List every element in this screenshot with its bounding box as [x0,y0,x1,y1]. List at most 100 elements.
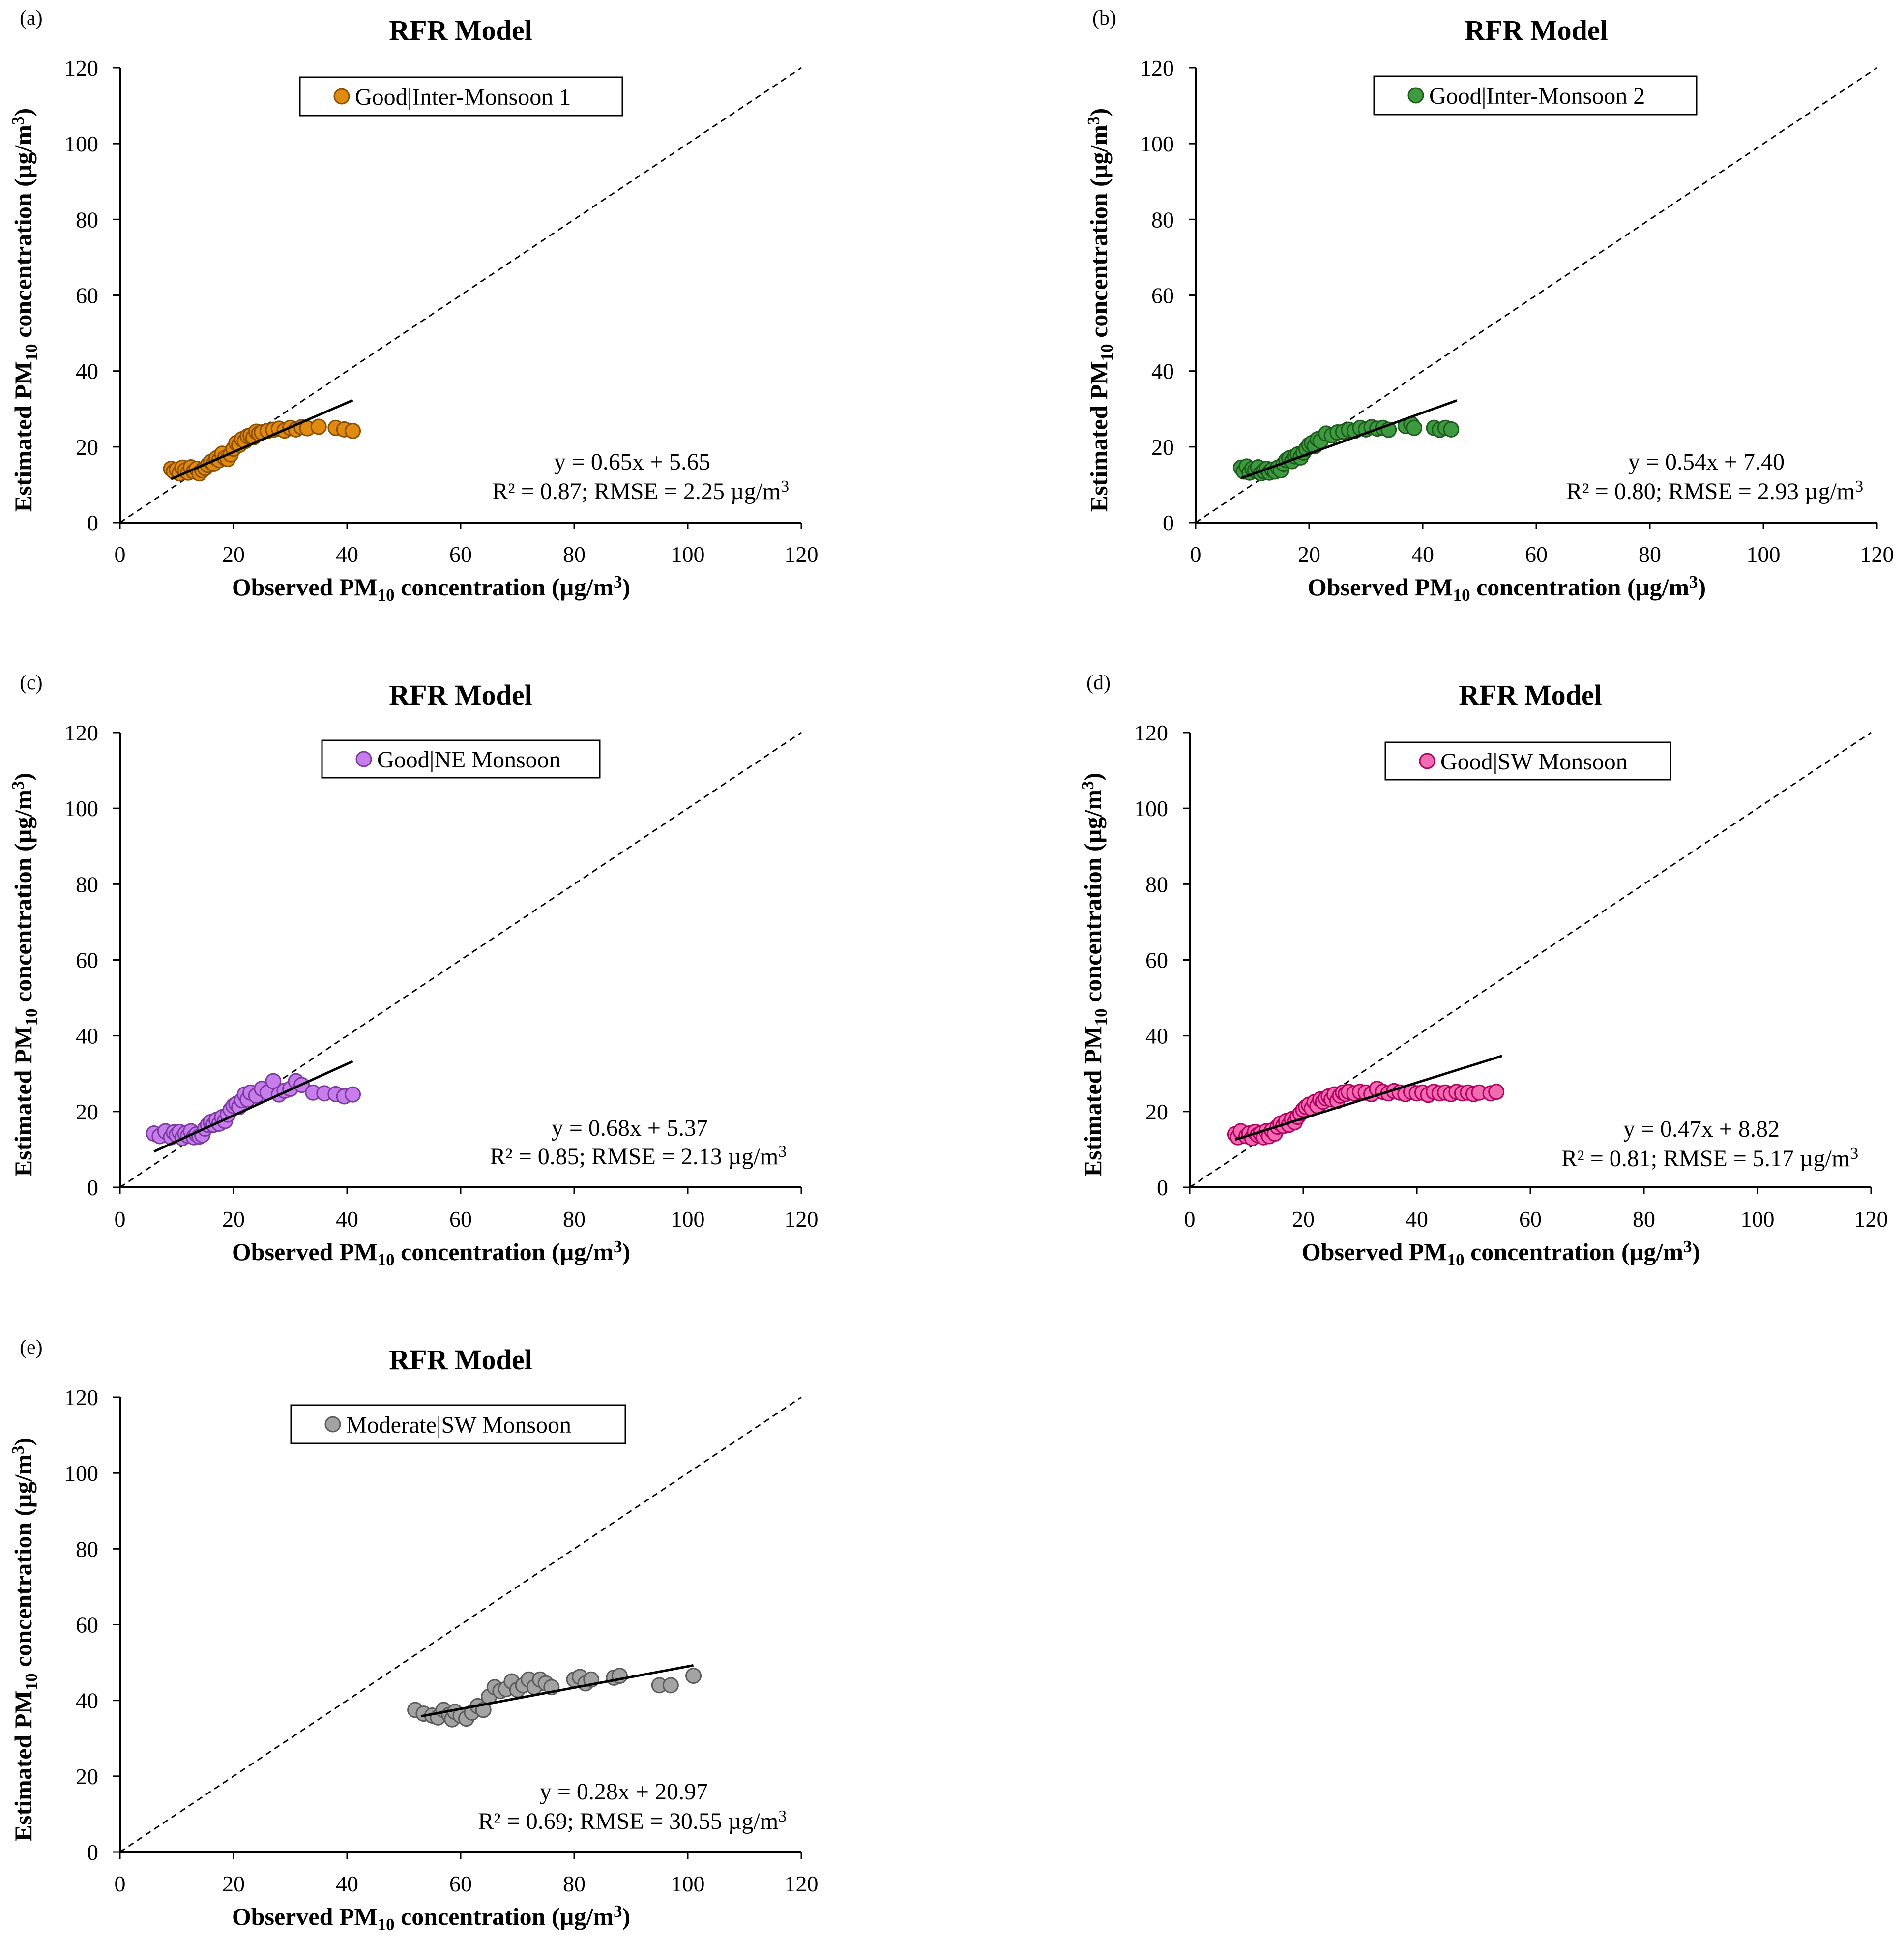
x-axis-label-part: ) [622,573,631,601]
x-tick-label: 100 [671,1871,705,1896]
y-tick-label: 120 [1134,720,1168,745]
y-tick-label: 40 [76,1024,98,1049]
data-point [310,418,327,435]
x-axis-label-superscript: 3 [614,1237,622,1256]
x-axis-label: Observed PM10 concentration (µg/m3) [1308,572,1706,604]
x-tick-label: 120 [785,1871,819,1896]
x-tick-label: 40 [1411,542,1434,567]
x-tick-label: 60 [449,1871,472,1896]
trendline [420,1664,694,1718]
fit-statistics-part: R² = 0.87; RMSE = 2.25 µg/m [492,478,781,504]
y-axis-label-superscript: 3 [8,781,28,790]
legend: Good|Inter-Monsoon 2 [1373,75,1698,116]
y-tick-label: 20 [76,1099,98,1124]
x-tick-label: 100 [1741,1206,1775,1232]
legend-label: Good|Inter-Monsoon 1 [355,84,571,110]
data-point [1406,419,1423,436]
data-point [1443,421,1460,438]
x-axis-label-superscript: 3 [1689,572,1698,591]
y-tick-label: 80 [1145,872,1168,897]
x-tick-label: 0 [115,1871,126,1896]
regression-equation: y = 0.28x + 20.97 [540,1779,708,1805]
x-tick-label: 40 [336,1206,358,1232]
regression-equation: y = 0.47x + 8.82 [1623,1116,1780,1142]
x-axis-label-superscript: 3 [1683,1237,1692,1256]
y-tick-label: 100 [64,131,98,156]
x-tick-label: 120 [785,542,819,567]
y-axis-label-part: ) [9,773,37,781]
y-axis-label-part: concentration (µg/m [1079,790,1107,1008]
data-points [146,1073,361,1146]
y-axis-label-subscript: 10 [22,1008,41,1026]
x-axis-label-part: Observed PM [1302,1238,1447,1265]
y-axis-label-part: Estimated PM [9,1026,37,1176]
x-tick-label: 80 [1639,542,1661,567]
y-tick-label: 60 [1151,283,1174,308]
y-axis-label-superscript: 3 [8,116,28,125]
x-tick-label: 20 [1292,1206,1315,1232]
x-tick-label: 20 [222,542,245,567]
y-tick-label: 120 [1140,56,1174,81]
y-tick-label: 100 [64,796,98,821]
y-axis-label: Estimated PM10 concentration (µg/m3) [8,773,40,1176]
x-axis-label-part: concentration (µg/m [1465,1238,1683,1265]
x-tick-label: 0 [115,1206,126,1232]
y-axis-label-part: Estimated PM [1079,1026,1107,1176]
y-tick-label: 60 [76,1613,98,1638]
x-tick-label: 60 [1525,542,1548,567]
y-tick-label: 80 [76,207,98,232]
legend-label: Good|NE Monsoon [377,747,561,773]
y-tick-label: 120 [64,56,98,81]
fit-statistics-superscript: 3 [778,1807,787,1825]
x-tick-label: 0 [115,542,126,567]
x-tick-label: 0 [1184,1206,1196,1232]
chart-title: RFR Model [389,1344,532,1376]
chart-panel-2: (b) RFR Model 0 20 40 60 80 100 120 0 20 40 60 80 100 1… [1084,7,1894,605]
legend-marker [355,751,372,767]
data-point [662,1677,679,1694]
x-tick-label: 20 [222,1206,245,1232]
x-tick-label: 60 [449,1206,472,1232]
x-tick-label: 80 [563,1871,586,1896]
fit-statistics-superscript: 3 [781,477,789,496]
legend-marker [1419,753,1435,769]
data-point [345,422,361,439]
y-tick-label: 40 [76,1688,98,1713]
chart-panel-5: (e) RFR Model 0 20 40 60 80 100 120 0 20 40 60 80 100 1… [8,1336,818,1934]
regression-equation: y = 0.68x + 5.37 [552,1115,708,1141]
fit-statistics: R² = 0.69; RMSE = 30.55 µg/m3 [478,1807,787,1834]
fit-statistics-superscript: 3 [778,1143,787,1161]
fit-statistics-part: R² = 0.69; RMSE = 30.55 µg/m [478,1808,778,1834]
legend-label: Good|Inter-Monsoon 2 [1429,83,1645,109]
identity-line [119,1396,802,1853]
y-tick-label: 120 [64,720,98,745]
y-tick-label: 0 [87,510,98,535]
y-axis-label-part: ) [9,1438,37,1446]
y-tick-label: 0 [1163,510,1174,535]
y-axis-label-part: concentration (µg/m [9,1454,37,1673]
chart-title: RFR Model [389,679,532,711]
x-axis-label-part: ) [1692,1238,1700,1265]
data-point [345,1086,361,1103]
y-tick-label: 0 [1157,1175,1168,1200]
y-tick-label: 60 [76,283,98,308]
chart-panel-1: (a) RFR Model 0 20 40 60 80 100 120 0 20 40 60 80 100 1… [8,7,818,605]
y-tick-label: 40 [1151,359,1174,384]
legend-label: Moderate|SW Monsoon [346,1412,571,1438]
y-tick-label: 0 [87,1175,98,1200]
y-tick-label: 40 [76,359,98,384]
x-tick-label: 40 [336,1871,358,1896]
legend-box [299,76,623,117]
x-tick-label: 80 [1633,1206,1655,1232]
y-axis-label-superscript: 3 [1084,116,1103,125]
x-tick-label: 60 [449,542,472,567]
y-tick-label: 100 [64,1461,98,1486]
legend: Good|NE Monsoon [321,739,601,779]
fit-statistics-part: R² = 0.81; RMSE = 5.17 µg/m [1561,1146,1850,1172]
trendline [153,1060,353,1153]
x-axis-label-part: concentration (µg/m [395,1903,614,1930]
panel-label: (d) [1086,672,1111,694]
data-point [1488,1084,1505,1100]
legend: Good|SW Monsoon [1384,741,1671,781]
legend: Moderate|SW Monsoon [290,1404,626,1444]
